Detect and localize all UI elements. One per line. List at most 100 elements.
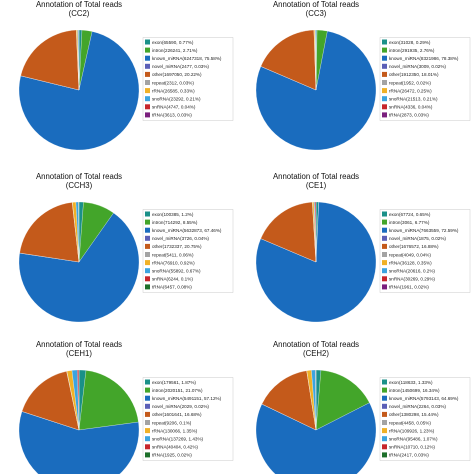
legend-swatch [382, 436, 387, 442]
legend-entry: other(1676572, 16.88%) [389, 244, 439, 249]
legend-entry: snoRNA(137269, 1.43%) [152, 437, 204, 442]
pie-slice [260, 201, 317, 263]
pie-slice [78, 370, 139, 431]
legend-swatch [145, 252, 150, 257]
legend-entry: snRNA(4336, 0.04%) [389, 105, 433, 110]
legend-swatch [382, 235, 387, 241]
legend-swatch [145, 403, 150, 409]
pie-slice [315, 370, 370, 431]
legend-entry: repeat(9206, 0.1%) [152, 420, 192, 425]
pie-panel-2: Annotation of Total reads(CCH3) exon(1003… [18, 172, 234, 323]
pie-slice [21, 371, 80, 431]
legend-swatch [382, 252, 387, 257]
pie-slice [19, 202, 80, 263]
legend-entry: known_miRNA(5632873, 67.46%) [152, 228, 222, 233]
legend-entry: known_miRNA(7663559, 72.59%) [389, 228, 459, 233]
chart-subtitle: (CC3) [306, 9, 327, 18]
legend-entry: snoRNA(23292, 0.21%) [152, 97, 201, 102]
legend-swatch [382, 219, 387, 225]
legend-entry: tRNA(1961, 0.02%) [389, 285, 429, 290]
legend-entry: snoRNA(20616, 0.2%) [389, 269, 435, 274]
legend-swatch [382, 55, 387, 61]
legend-entry: repeat(4458, 0.05%) [389, 420, 431, 425]
legend-entry: tRNA(6457, 0.08%) [152, 285, 192, 290]
legend-box [142, 209, 234, 293]
pie-slice [18, 31, 140, 151]
legend-entry: snRNA(4747, 0.04%) [152, 105, 196, 110]
legend-entry: known_miRNA(8321986, 78.38%) [389, 56, 459, 61]
legend-swatch [382, 80, 387, 85]
legend-swatch [382, 444, 387, 450]
legend-swatch [145, 235, 150, 241]
legend-entry: tRNA(3613, 0.03%) [152, 113, 192, 118]
legend-entry: intron(714292, 8.55%) [152, 220, 198, 225]
legend-swatch [382, 387, 387, 393]
legend-swatch [145, 268, 150, 274]
legend-swatch [145, 411, 150, 417]
legend-entry: novel_miRNA(2264, 0.03%) [389, 404, 446, 409]
legend-swatch [382, 104, 387, 110]
legend-swatch [145, 395, 150, 401]
legend-entry: novel_miRNA(1875, 0.02%) [389, 236, 446, 241]
pie-slice [18, 411, 140, 474]
legend-entry: rRNA(109926, 1.23%) [389, 428, 435, 433]
legend-swatch [382, 39, 387, 45]
legend-swatch [382, 268, 387, 274]
pie-slice [255, 402, 377, 474]
legend-box [379, 37, 471, 121]
legend-entry: repeat(2312, 0.03%) [152, 80, 194, 85]
legend-entry: novel_miRNA(3726, 0.04%) [152, 236, 209, 241]
legend-swatch [382, 112, 387, 118]
legend-swatch [145, 55, 150, 61]
legend-swatch [145, 88, 150, 94]
legend-entry: other(1601641, 16.68%) [152, 412, 202, 417]
legend-entry: rRNA(130066, 1.35%) [152, 428, 198, 433]
legend-entry: intron(3061, 6.77%) [389, 220, 430, 225]
legend-entry: intron(226241, 2.71%) [152, 48, 198, 53]
legend-swatch [145, 211, 150, 217]
chart-title: Annotation of Total reads [36, 0, 122, 9]
legend-entry: tRNA(2873, 0.03%) [389, 113, 429, 118]
legend-entry: intron(2020151, 21.07%) [152, 388, 203, 393]
chart-title: Annotation of Total reads [273, 172, 359, 181]
legend-swatch [382, 452, 387, 458]
legend-swatch [382, 63, 387, 69]
legend-entry: novel_miRNA(2477, 0.03%) [152, 64, 209, 69]
pie-slice [18, 212, 140, 323]
legend-swatch [145, 276, 150, 282]
legend-entry: repeat(4049, 0.04%) [389, 252, 431, 257]
chart-title: Annotation of Total reads [273, 0, 359, 9]
legend-swatch [382, 227, 387, 233]
legend-entry: repeat(5411, 0.06%) [152, 252, 194, 257]
legend-entry: snoRNA(95486, 1.07%) [389, 437, 438, 442]
legend-swatch [145, 39, 150, 45]
legend-swatch [382, 243, 387, 249]
legend-swatch [382, 47, 387, 53]
legend-entry: other(1912350, 18.01%) [389, 72, 439, 77]
chart-subtitle: (CEH2) [303, 349, 329, 358]
chart-subtitle: (CCH3) [66, 181, 93, 190]
legend-swatch [382, 96, 387, 102]
legend-swatch [382, 395, 387, 401]
legend-swatch [145, 387, 150, 393]
legend-swatch [145, 47, 150, 53]
legend-entry: exon(67724, 0.65%) [389, 212, 431, 217]
legend-swatch [145, 260, 150, 266]
legend-swatch [145, 63, 150, 69]
legend-entry: snRNA(40404, 0.42%) [152, 445, 198, 450]
legend-box [379, 209, 471, 293]
legend-entry: other(1732337, 20.75%) [152, 244, 202, 249]
chart-subtitle: (CC2) [69, 9, 90, 18]
legend-swatch [145, 112, 150, 118]
legend-entry: rRNA(76910, 0.92%) [152, 260, 195, 265]
legend-swatch [145, 444, 150, 450]
legend-entry: exon(65590, 0.77%) [152, 40, 194, 45]
pie-panel-5: Annotation of Total reads(CEH2) exon(1186… [255, 340, 471, 474]
legend-entry: other(1697050, 20.22%) [152, 72, 202, 77]
legend-swatch [382, 284, 387, 290]
pie-slice [260, 29, 317, 91]
legend-swatch [145, 284, 150, 290]
chart-subtitle: (CEH1) [66, 349, 92, 358]
legend-entry: snRNA(30269, 0.29%) [389, 277, 435, 282]
